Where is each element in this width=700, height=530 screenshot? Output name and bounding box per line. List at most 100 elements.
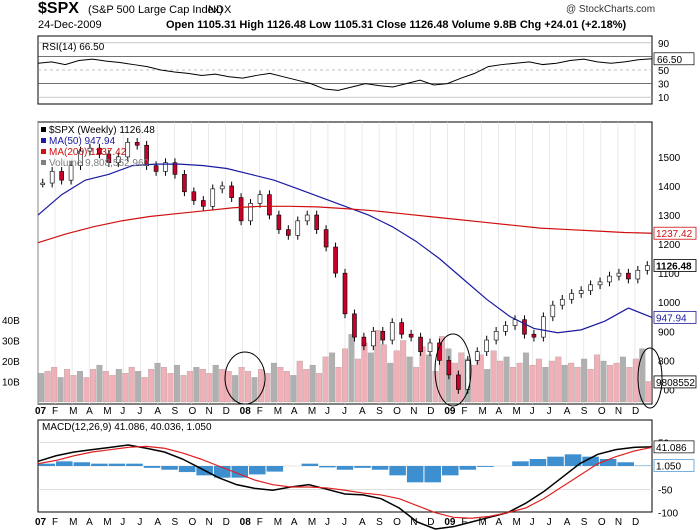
volume-bar xyxy=(122,373,129,403)
macd-histogram-bar xyxy=(354,466,371,468)
volume-bar xyxy=(322,356,329,403)
volume-bar xyxy=(516,362,523,403)
price-candle xyxy=(531,333,537,338)
macd-histogram-bar xyxy=(126,463,143,466)
volume-tick-label: 30B xyxy=(2,337,20,348)
x-tick-label-bottom: D xyxy=(223,517,230,528)
price-candle xyxy=(380,331,386,341)
price-candle xyxy=(361,336,367,347)
price-candle xyxy=(201,200,206,207)
volume-bar xyxy=(548,360,555,403)
x-tick-label: F xyxy=(461,406,467,417)
volume-bar xyxy=(581,358,588,403)
volume-bar xyxy=(329,352,336,403)
price-tick-label: 1100 xyxy=(658,269,680,280)
volume-bar xyxy=(232,375,239,403)
macd-legend: MACD(12,26,9) 41.086, 40.036, 1.050 xyxy=(42,422,212,433)
volume-bar xyxy=(115,369,122,403)
volume-bar xyxy=(471,364,478,403)
legend-swatch xyxy=(41,127,46,132)
macd-histogram-bar xyxy=(477,466,494,467)
price-candle xyxy=(115,156,121,164)
legend-swatch xyxy=(41,138,46,143)
macd-hist-value-label: 1.050 xyxy=(656,462,681,473)
price-tick-label: 700 xyxy=(658,385,675,396)
price-candle xyxy=(172,162,178,175)
price-candle xyxy=(578,290,584,294)
x-tick-label: N xyxy=(410,406,417,417)
price-candle xyxy=(68,165,74,181)
price-candle xyxy=(229,185,234,198)
x-tick-label: S xyxy=(581,406,588,417)
price-candle xyxy=(59,171,64,181)
macd-histogram-bar xyxy=(178,466,196,473)
volume-bar xyxy=(354,358,361,403)
volume-bar xyxy=(568,362,575,403)
price-tick-label: 1300 xyxy=(658,211,681,222)
x-tick-label-bottom: M xyxy=(274,517,282,528)
macd-histogram-bar xyxy=(301,463,319,466)
price-candle xyxy=(238,197,244,222)
price-candle xyxy=(456,374,461,390)
x-tick-label: M xyxy=(274,406,282,417)
x-tick-label: J xyxy=(547,406,552,417)
x-tick-label: A xyxy=(86,406,93,417)
volume-bar xyxy=(199,369,206,403)
macd-hist-value-box xyxy=(653,459,695,472)
macd-histogram-bar xyxy=(441,466,459,476)
macd-tick-label: -50 xyxy=(658,485,673,496)
price-candle xyxy=(304,214,310,222)
x-tick-label-bottom: A xyxy=(496,517,503,528)
x-tick-label: M xyxy=(103,406,111,417)
volume-bar xyxy=(64,369,71,403)
macd-histogram-bar xyxy=(91,463,108,466)
legend-label: MA(50) 947.94 xyxy=(49,136,116,147)
macd-histogram-bar xyxy=(547,456,564,466)
price-candle xyxy=(418,336,423,352)
rsi-tick-label: 10 xyxy=(658,93,670,104)
ma200-value-box xyxy=(653,226,697,240)
volume-bar xyxy=(193,366,200,403)
volume-bar xyxy=(361,342,368,403)
legend-swatch xyxy=(41,149,46,154)
x-tick-label: J xyxy=(120,406,125,417)
x-tick-label-bottom: M xyxy=(478,517,486,528)
volume-bar xyxy=(542,366,549,403)
ma200-line xyxy=(37,205,653,244)
x-tick-label-bottom: O xyxy=(598,517,606,528)
volume-bar xyxy=(290,375,297,403)
x-tick-label: 07 xyxy=(35,406,47,417)
x-tick-label-bottom: D xyxy=(632,517,639,528)
volume-bar xyxy=(83,377,90,403)
volume-bar xyxy=(180,375,187,403)
macd-histogram-bar xyxy=(336,466,354,470)
price-candle xyxy=(408,333,414,338)
macd-histogram-bar xyxy=(424,466,441,483)
x-tick-label-bottom: F xyxy=(257,517,263,528)
volume-bar xyxy=(497,360,504,403)
x-tick-label: F xyxy=(257,406,263,417)
volume-bar xyxy=(613,362,620,403)
x-tick-label-bottom: J xyxy=(325,517,330,528)
volume-tick-label: 10B xyxy=(2,378,20,389)
x-tick-label: A xyxy=(496,406,503,417)
rsi-line xyxy=(37,58,653,91)
volume-bar xyxy=(529,364,536,403)
x-tick-label: A xyxy=(359,406,366,417)
price-candle xyxy=(295,220,301,236)
volume-bar xyxy=(400,340,407,403)
volume-bar xyxy=(77,371,83,403)
x-tick-label: M xyxy=(69,406,77,417)
volume-bar xyxy=(367,352,374,403)
volume-tick-label: 20B xyxy=(2,357,20,368)
volume-bar xyxy=(626,366,633,403)
volume-bar xyxy=(154,362,161,403)
x-tick-label: J xyxy=(137,406,142,417)
volume-value-box-text: 9808552 xyxy=(656,378,695,389)
x-tick-label-bottom: 09 xyxy=(444,517,456,528)
volume-bar xyxy=(44,371,51,403)
volume-bar xyxy=(380,344,387,403)
x-tick-label-bottom: M xyxy=(103,517,111,528)
volume-bar xyxy=(406,356,413,403)
